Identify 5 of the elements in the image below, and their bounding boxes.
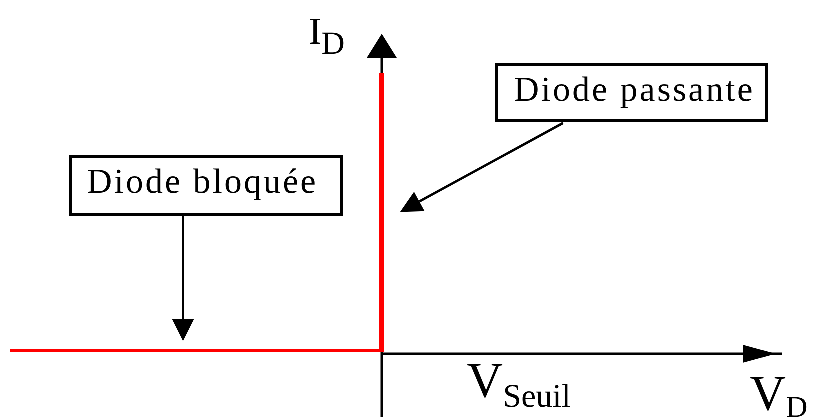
y-axis-title: I$_{D}$ <box>309 11 345 61</box>
annotation: Diode passante <box>514 70 755 109</box>
annotation: V$_{Seuil}$ <box>467 352 571 415</box>
annotation: Diode bloquée <box>87 162 318 201</box>
x-axis-title: V$_{D}$ <box>750 365 808 417</box>
